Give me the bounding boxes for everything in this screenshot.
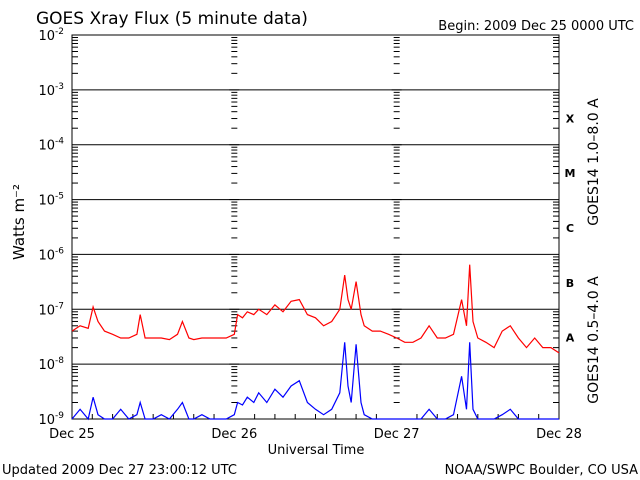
series-layer [71,264,560,421]
flare-class-label: A [566,332,575,345]
series-line-2 [71,342,559,421]
y-tick-label: 10-3 [38,82,64,99]
flare-class-labels: X M C B A [565,112,576,344]
x-tick-label: Dec 25 [49,427,95,442]
x-tick-label: Dec 28 [536,427,582,442]
y-tick-base: 10 [38,84,55,99]
y-tick-label: 10-5 [38,192,64,209]
chart-title: GOES Xray Flux (5 minute data) [36,9,308,29]
y-tick-base: 10 [38,358,55,373]
y-tick-label: 10-8 [38,356,64,373]
y-tick-base: 10 [38,29,55,44]
y-tick-exponent: -3 [55,82,64,92]
y-tick-label: 10-6 [38,246,64,263]
x-tick-label: Dec 27 [374,427,420,442]
y-tick-label: 10-7 [38,301,64,318]
flare-class-label: C [566,222,574,235]
grid-lines [72,34,559,420]
y-tick-exponent: -6 [55,246,64,256]
x-axis-label: Universal Time [268,443,365,458]
y-tick-base: 10 [38,413,55,428]
y-axis-label: Watts m⁻² [10,184,28,260]
footer-source: NOAA/SWPC Boulder, CO USA [445,463,638,478]
series-line-1 [71,264,560,354]
x-tick-labels: Dec 25 Dec 26 Dec 27 Dec 28 [49,427,582,442]
footer-updated: Updated 2009 Dec 27 23:00:12 UTC [2,463,237,478]
y-tick-exponent: -8 [55,356,64,366]
plot-frame [71,34,560,420]
y-tick-exponent: -5 [55,192,64,202]
legend-series-2: GOES14 0.5–4.0 A [586,276,602,404]
y-tick-base: 10 [38,194,55,209]
legend-series-1: GOES14 1.0–8.0 A [586,98,602,226]
y-tick-label: 10-2 [38,27,64,44]
chart-begin-time: Begin: 2009 Dec 25 0000 UTC [438,19,634,34]
y-tick-exponent: -9 [55,411,64,421]
y-tick-base: 10 [38,248,55,263]
y-tick-exponent: -2 [55,27,64,37]
x-tick-label: Dec 26 [211,427,257,442]
flare-class-label: X [566,112,575,125]
flare-class-label: B [566,277,574,290]
axis-ticks [72,34,559,420]
y-tick-base: 10 [38,303,55,318]
y-tick-label: 10-4 [38,137,64,154]
y-tick-base: 10 [38,139,55,154]
y-tick-labels: 10-210-310-410-510-610-710-810-9 [38,27,64,428]
flare-class-label: M [565,167,576,180]
y-tick-label: 10-9 [38,411,64,428]
y-tick-exponent: -7 [55,301,64,311]
y-tick-exponent: -4 [55,137,64,147]
